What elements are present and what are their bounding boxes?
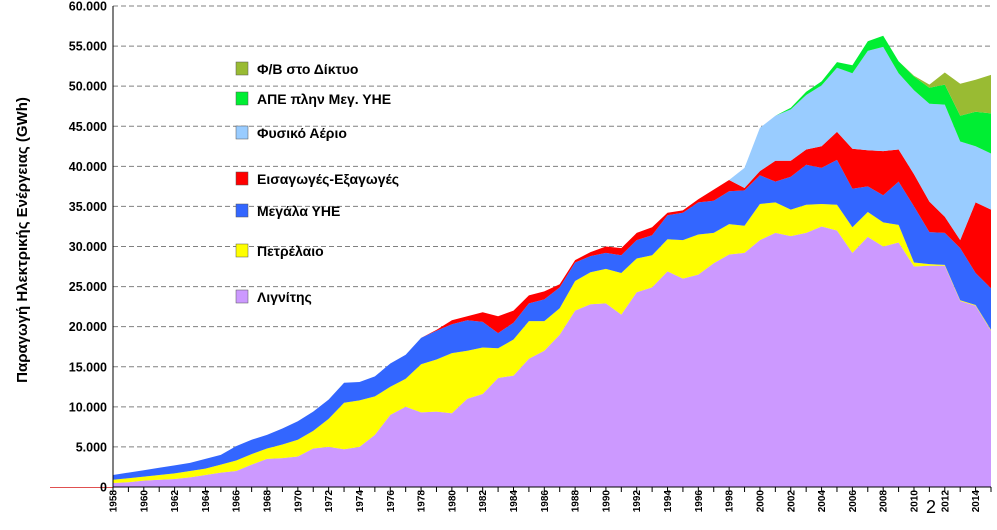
legend-swatch: [235, 91, 249, 106]
x-tick-label: 2004: [817, 490, 828, 513]
x-tick-label: 1962: [170, 490, 181, 513]
y-tick-label: 5.000: [76, 440, 107, 454]
x-tick-label: 1982: [478, 490, 489, 513]
y-tick-label: 30.000: [69, 240, 107, 254]
x-tick-label: 1998: [725, 490, 736, 513]
x-tick-label: 1964: [201, 490, 212, 513]
area-series: [113, 46, 991, 476]
x-tick-label: 2000: [755, 490, 766, 513]
x-tick-label: 2002: [786, 490, 797, 513]
y-tick-label: 0: [100, 481, 107, 495]
legend-swatch: [235, 61, 249, 76]
y-tick-label: 15.000: [69, 360, 107, 374]
x-tick-label: 1970: [293, 490, 304, 513]
x-tick-label: 1986: [540, 490, 551, 513]
x-tick-label: 2010: [909, 490, 920, 513]
x-tick-label: 1984: [509, 490, 520, 513]
x-tick-label: 1990: [601, 490, 612, 513]
y-tick-label: 60.000: [69, 0, 107, 14]
y-axis-label: Παραγωγή Ηλεκτρικής Ενέργειας (GWh): [14, 97, 31, 383]
legend-label: Λιγνίτης: [257, 289, 312, 305]
x-tick-label: 1994: [663, 490, 674, 513]
x-tick-label: 1992: [632, 490, 643, 513]
x-tick-label: 1966: [232, 490, 243, 513]
y-tick-label: 50.000: [69, 80, 107, 94]
x-tick-label: 2006: [848, 490, 859, 513]
axes: [50, 6, 992, 492]
y-tick-labels: 0 5.000 10.000 15.000 20.000 25.000 30.000 35.0…: [69, 0, 107, 495]
area-series: [113, 35, 991, 487]
area-series: [113, 131, 991, 475]
x-tick-label: 1972: [324, 490, 335, 513]
x-tick-label: 1968: [263, 490, 274, 513]
legend-label: Μεγάλα ΥΗΕ: [257, 203, 340, 219]
legend-swatch: [235, 171, 249, 186]
x-tick-label: 1958: [109, 490, 120, 513]
x-tick-label: 1978: [417, 490, 428, 513]
y-tick-label: 40.000: [69, 160, 107, 174]
y-tick-label: 10.000: [69, 400, 107, 414]
x-tick-label: 2012: [940, 490, 951, 513]
x-tick-label: 1996: [694, 490, 705, 513]
x-tick-label: 2008: [879, 490, 890, 513]
legend-label: Φυσικό Αέριο: [257, 125, 347, 141]
y-tick-label: 55.000: [69, 40, 107, 54]
legend-label: Εισαγωγές-Εξαγωγές: [257, 171, 399, 187]
x-tick-label: 2014: [971, 490, 982, 513]
legend-swatch: [235, 125, 249, 140]
x-tick-label: 1974: [355, 490, 366, 513]
y-tick-label: 45.000: [69, 120, 107, 134]
y-tick-label: 35.000: [69, 200, 107, 214]
y-tick-label: 20.000: [69, 320, 107, 334]
legend-label: Φ/Β στο Δίκτυο: [257, 61, 358, 77]
legend-swatch: [235, 243, 249, 258]
legend-label: ΑΠΕ πλην Μεγ. ΥΗΕ: [257, 91, 391, 107]
legend-swatch: [235, 289, 249, 304]
area-series: [113, 226, 991, 487]
area-series: [113, 202, 991, 483]
x-tick-label: 1980: [447, 490, 458, 513]
x-tick-labels: 1958 1960 1962 1964 1966 1968 1970 1972 1974 1976…: [109, 490, 983, 513]
x-tick-label: 1976: [386, 490, 397, 513]
legend-label: Πετρέλαιο: [257, 243, 324, 259]
legend: Φ/Β στο Δίκτυο ΑΠΕ πλην Μεγ. ΥΗΕ Φυσικό Αέ…: [235, 61, 399, 305]
legend-swatch: [235, 203, 249, 218]
slide-number: 2: [926, 497, 937, 517]
y-tick-label: 25.000: [69, 280, 107, 294]
area-series: [113, 159, 991, 480]
x-tick-label: 1960: [139, 490, 150, 513]
x-tick-label: 1988: [571, 490, 582, 513]
